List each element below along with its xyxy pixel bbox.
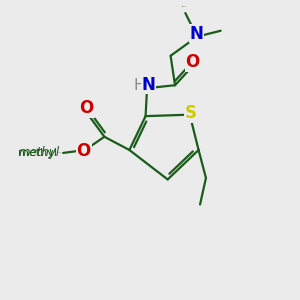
Text: N: N [190, 25, 203, 43]
Text: methyl: methyl [57, 152, 62, 153]
Text: N: N [142, 76, 155, 94]
Text: H: H [133, 78, 145, 93]
Text: O: O [80, 99, 94, 117]
Text: O: O [76, 142, 91, 160]
Text: methyl: methyl [18, 148, 57, 158]
Text: S: S [185, 104, 197, 122]
Text: methyl: methyl [182, 6, 187, 7]
Text: O: O [186, 53, 200, 71]
Text: methyl: methyl [19, 146, 60, 159]
